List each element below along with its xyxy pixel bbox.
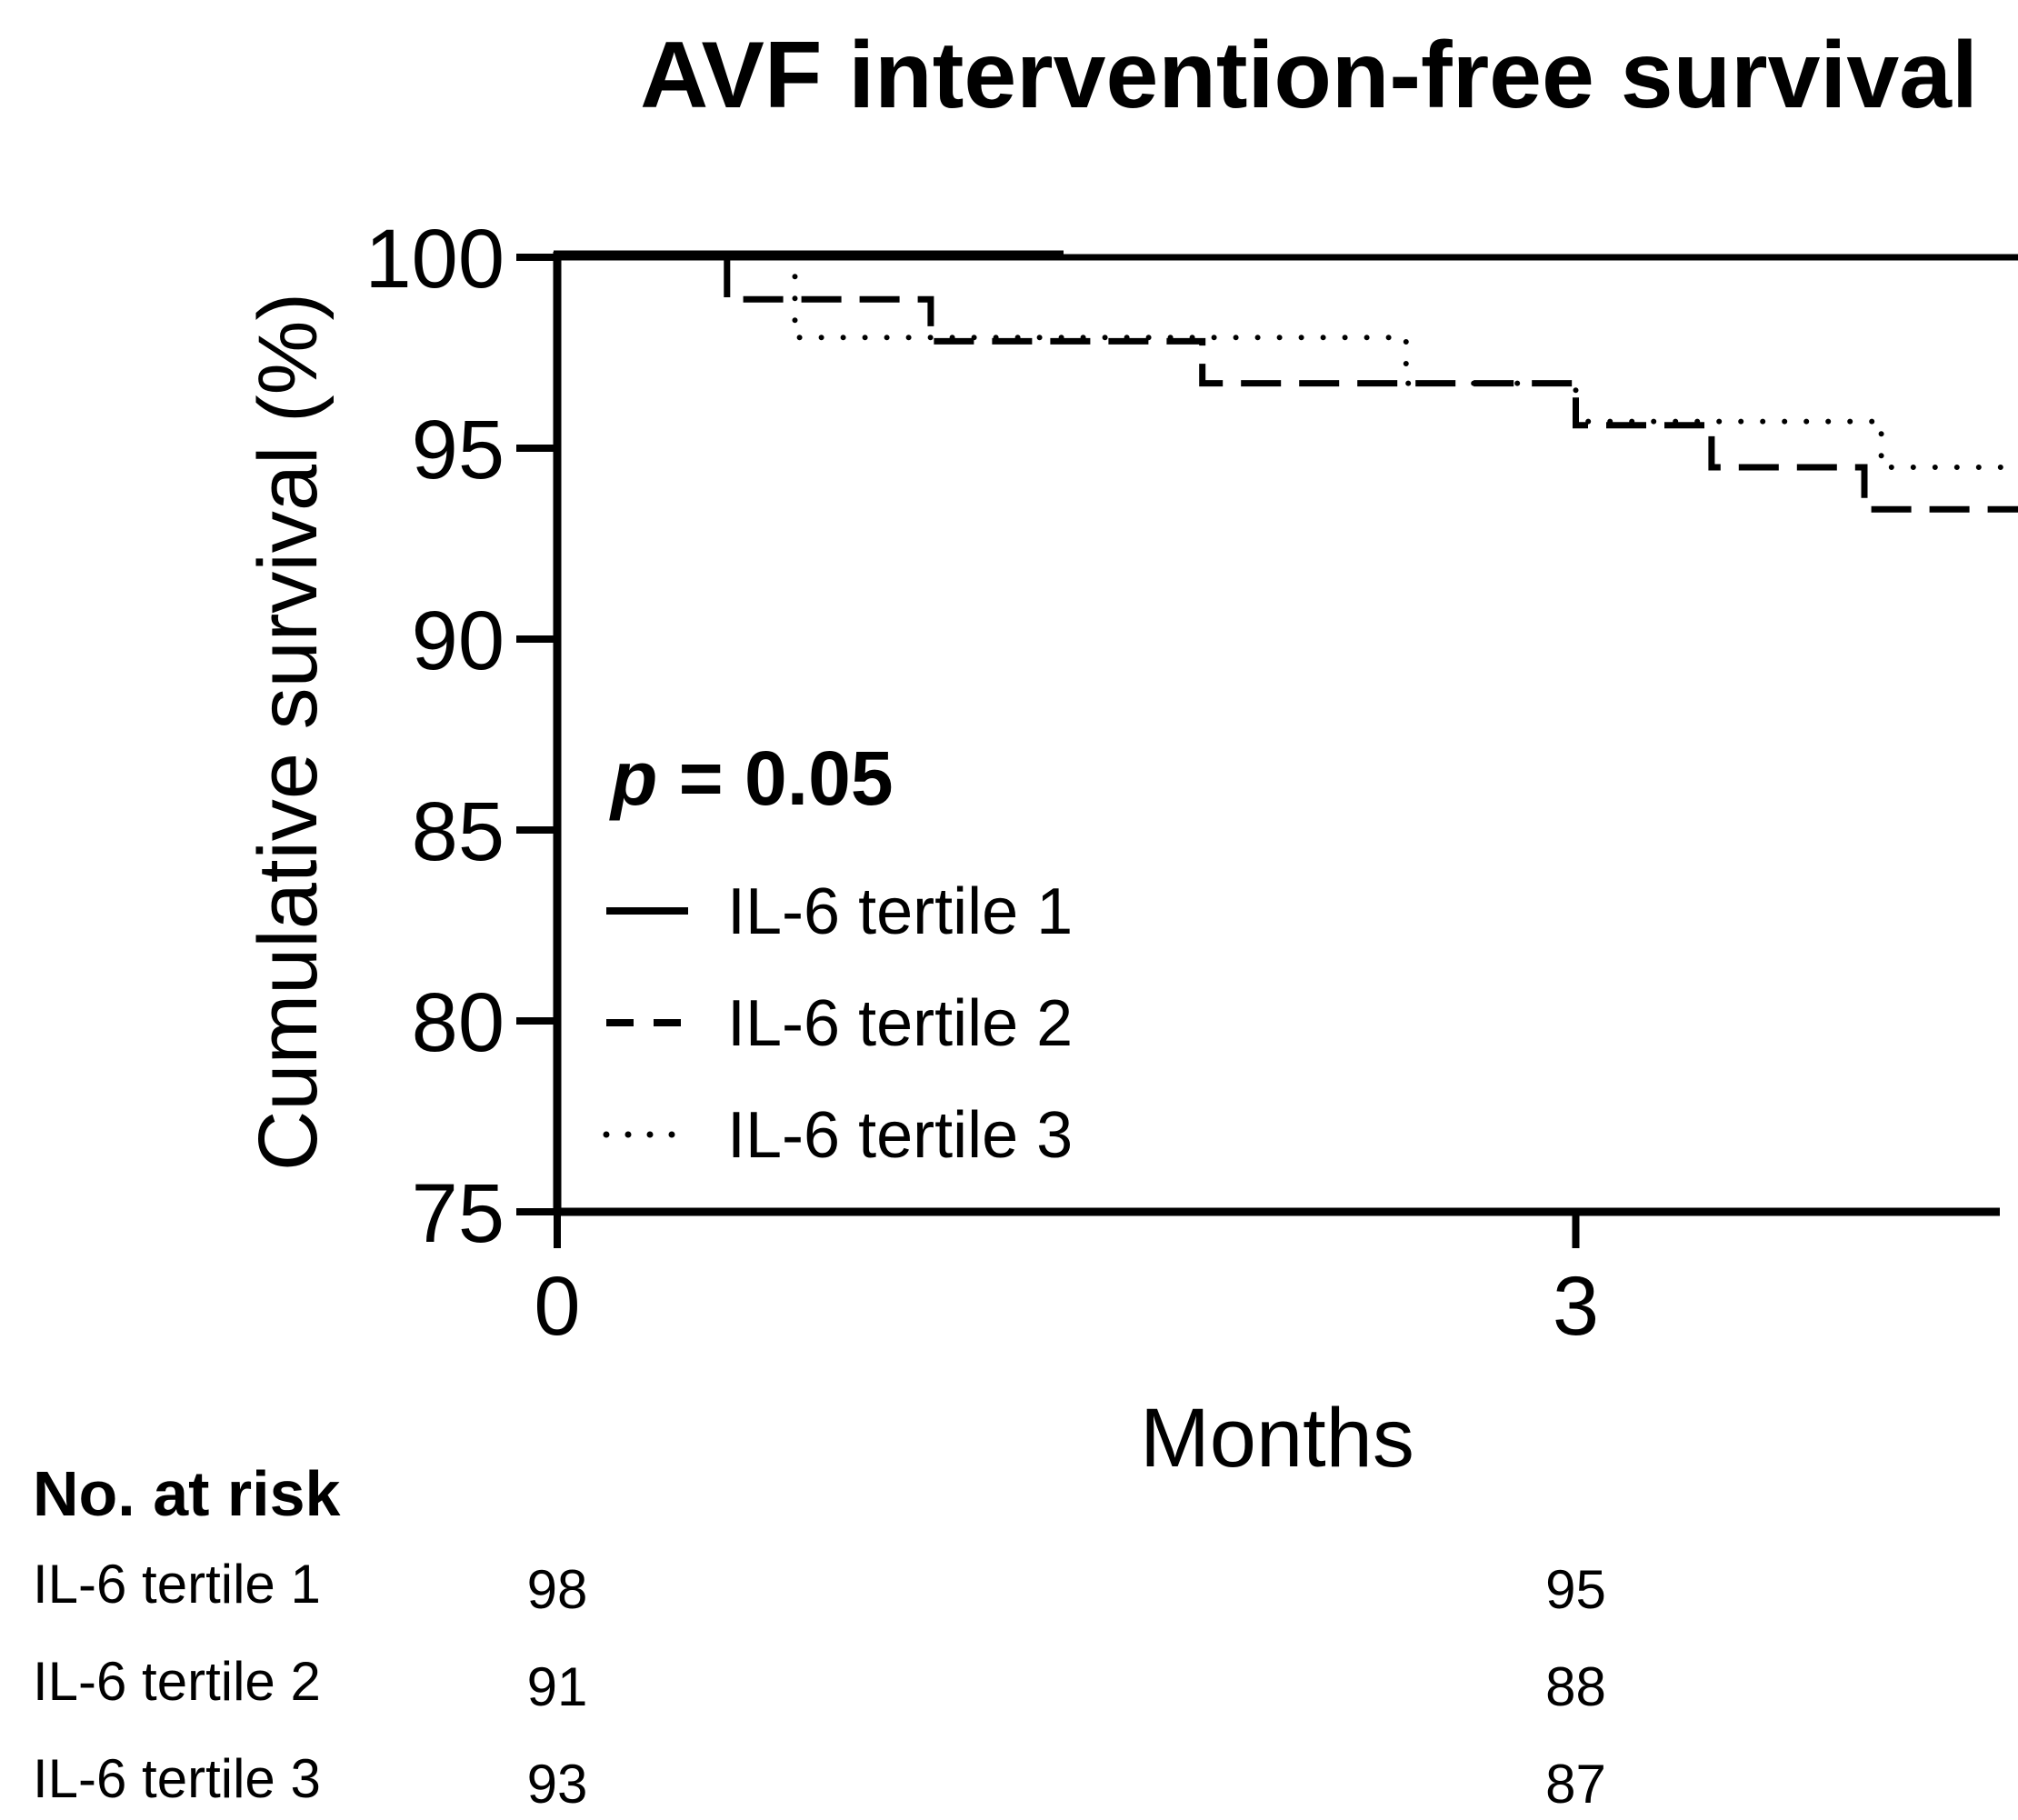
- y-tick-label: 95: [412, 404, 504, 496]
- legend-label-tertile-3: IL-6 tertile 3: [727, 1099, 1073, 1172]
- risk-table-title: No. at risk: [33, 1458, 341, 1529]
- p-value-annotation: p = 0.05: [609, 735, 894, 821]
- risk-value: 91: [527, 1656, 588, 1717]
- series-group: [557, 254, 2018, 513]
- p-value-symbol: p: [609, 735, 657, 821]
- risk-row-label: IL-6 tertile 1: [33, 1554, 321, 1615]
- series-line-tertile-2: [724, 257, 2018, 513]
- legend-label-tertile-2: IL-6 tertile 2: [727, 987, 1073, 1060]
- x-ticks: 036912: [534, 1212, 1599, 1353]
- x-axis-label: Months: [1140, 1392, 1414, 1485]
- y-tick-label: 80: [412, 976, 504, 1069]
- axes: [553, 250, 2000, 1216]
- risk-value: 88: [1545, 1656, 1606, 1717]
- p-value-text: = 0.05: [657, 735, 893, 821]
- legend: IL-6 tertile 1 IL-6 tertile 2 IL-6 tertile…: [603, 875, 1073, 1172]
- y-tick-label: 100: [365, 213, 505, 305]
- legend-label-tertile-1: IL-6 tertile 1: [727, 875, 1073, 948]
- x-tick-label: 3: [1553, 1260, 1599, 1353]
- y-tick-label: 90: [412, 595, 504, 687]
- x-tick-label: 0: [534, 1260, 580, 1353]
- risk-value: 87: [1545, 1754, 1606, 1815]
- y-tick-label: 85: [412, 785, 504, 878]
- risk-value: 95: [1545, 1559, 1606, 1620]
- chart-title: AVF intervention-free survival: [640, 23, 1978, 128]
- risk-value: 98: [527, 1559, 588, 1620]
- series-line-tertile-3: [724, 255, 2018, 470]
- y-axis-label: Cumulative survival (%): [242, 293, 335, 1171]
- risk-table: No. at risk IL-6 tertile 19895908678IL-6…: [33, 1458, 1606, 1815]
- risk-row-label: IL-6 tertile 2: [33, 1651, 321, 1712]
- risk-row-label: IL-6 tertile 3: [33, 1748, 321, 1809]
- risk-value: 93: [527, 1754, 588, 1815]
- series-line-tertile-1: [557, 254, 2018, 261]
- y-tick-label: 75: [412, 1167, 504, 1260]
- y-ticks: 75 80 85 90 95 100: [365, 213, 557, 1260]
